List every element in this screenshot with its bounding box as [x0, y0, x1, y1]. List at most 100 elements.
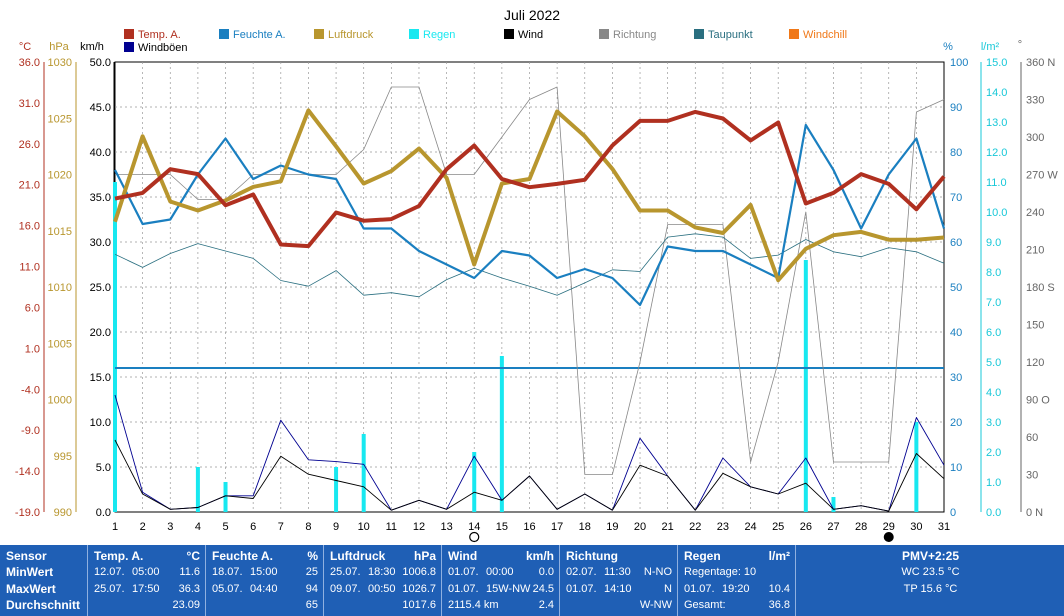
rain-tick-label: 0.0 [986, 507, 1001, 519]
humidity-tick-label: 20 [950, 417, 962, 429]
series-line-feuchte-a [114, 123, 946, 307]
stats-pressure-max-date: 09.07. [330, 583, 361, 595]
speed-unit-label: km/h [80, 41, 104, 53]
pressure-tick-label: 995 [54, 451, 72, 463]
stats-wind-max-dir: 15W-NW [486, 583, 531, 595]
rain-bar [334, 467, 339, 512]
stats-humidity-unit: % [307, 549, 318, 563]
stats-humidity-max-value: 94 [305, 583, 318, 595]
legend-swatch [124, 42, 134, 52]
legend: Temp. A. Feuchte A. Luftdruck Regen Wind Rich… [124, 29, 847, 54]
rain-tick-label: 3.0 [986, 417, 1001, 429]
rain-bar [361, 434, 366, 512]
stats-direction: Richtung 02.07. 11:30 N-NO 01.07. 14:10 N W-… [559, 545, 678, 616]
speed-tick-label: 50.0 [90, 57, 111, 69]
day-tick-label: 3 [167, 521, 173, 533]
stats-direction-max-date: 01.07. [566, 583, 597, 595]
day-tick-label: 26 [800, 521, 812, 533]
stats-temp-avg-value: 23.09 [172, 599, 200, 611]
stats-humidity-max-date: 05.07. [212, 583, 243, 595]
direction-tick-label: 60 [1026, 432, 1038, 444]
day-tick-label: 31 [938, 521, 950, 533]
speed-tick-label: 30.0 [90, 237, 111, 249]
stats-pressure-max-time: 00:50 [368, 583, 396, 595]
pressure-tick-label: 990 [54, 507, 72, 519]
legend-swatch [789, 29, 799, 39]
day-tick-label: 29 [883, 521, 895, 533]
stats-sensor: Sensor MinWert MaxWert Durchschnitt [0, 545, 87, 616]
stats-pmv-tp: TP 15.6 °C [903, 583, 958, 595]
direction-tick-label: 180 S [1026, 282, 1055, 294]
speed-tick-label: 40.0 [90, 147, 111, 159]
day-tick-label: 19 [606, 521, 618, 533]
direction-tick-label: 210 [1026, 245, 1044, 257]
stats-wind-max-value: 24.5 [532, 583, 554, 595]
rain-tick-label: 9.0 [986, 237, 1001, 249]
axis-unit-labels: °C hPa km/h % l/m² ° [19, 39, 1022, 53]
legend-label: Wind [518, 29, 543, 41]
stats-wind-max-date: 01.07. [448, 583, 479, 595]
day-tick-label: 22 [689, 521, 701, 533]
chart-title: Juli 2022 [504, 7, 560, 23]
rain-tick-label: 12.0 [986, 147, 1007, 159]
rain-tick-label: 7.0 [986, 297, 1001, 309]
stats-direction-title: Richtung [566, 549, 618, 563]
day-tick-label: 11 [386, 521, 397, 533]
rain-bar [499, 356, 504, 512]
stats-humidity-title: Feuchte A. [212, 549, 273, 563]
temp-tick-label: -9.0 [21, 425, 40, 437]
temp-tick-label: -14.0 [15, 466, 40, 478]
stats-humidity-avg-value: 65 [305, 599, 318, 611]
legend-swatch [694, 29, 704, 39]
legend-label: Feuchte A. [233, 29, 286, 41]
stats-wind-unit: km/h [525, 549, 554, 563]
stats-temp-min-time: 05:00 [132, 566, 160, 578]
stats-pmv: PMV+2:25 WC 23.5 °C TP 15.6 °C [795, 545, 1064, 616]
pressure-tick-label: 1020 [48, 170, 72, 182]
legend-swatch [219, 29, 229, 39]
legend-swatch [409, 29, 419, 39]
pressure-tick-label: 1000 [48, 395, 72, 407]
temp-tick-label: 11.0 [19, 262, 40, 274]
stats-rain-days: Regentage: 10 [684, 566, 757, 578]
stats-rain-max-value: 10.4 [768, 583, 790, 595]
day-tick-label: 8 [305, 521, 311, 533]
stats-wind-avg-value: 2.4 [538, 599, 554, 611]
speed-tick-label: 20.0 [90, 327, 111, 339]
stats-temp-min-date: 12.07. [94, 566, 125, 578]
day-tick-label: 30 [910, 521, 922, 533]
pressure-tick-label: 1015 [48, 226, 72, 238]
speed-tick-label: 35.0 [90, 192, 111, 204]
grid [114, 61, 945, 513]
day-tick-label: 13 [440, 521, 452, 533]
legend-swatch [124, 29, 134, 39]
stats-pressure-min-date: 25.07. [330, 566, 361, 578]
day-tick-label: 24 [744, 521, 756, 533]
stats-wind-title: Wind [448, 549, 478, 563]
stats-humidity: Feuchte A.% 18.07. 15:00 25 05.07. 04:40 94 … [205, 545, 324, 616]
stats-rain-total-value: 36.8 [768, 599, 790, 611]
stats-temp-min-value: 11.6 [179, 566, 200, 578]
stats-rain-unit: l/m² [768, 549, 790, 563]
day-tick-label: 20 [634, 521, 646, 533]
markers [469, 531, 894, 543]
stats-humidity-min-time: 15:00 [250, 566, 278, 578]
day-tick-label: 5 [222, 521, 228, 533]
legend-swatch [504, 29, 514, 39]
series-line-wind [114, 439, 945, 512]
stats-min-label: MinWert [6, 565, 54, 579]
rain-tick-label: 14.0 [986, 87, 1007, 99]
day-tick-label: 25 [772, 521, 784, 533]
stats-pmv-title: PMV+2:25 [901, 549, 960, 563]
humidity-unit-label: % [943, 41, 953, 53]
stats-avg-label: Durchschnitt [6, 598, 81, 612]
pressure-tick-label: 1005 [48, 338, 72, 350]
humidity-tick-label: 60 [950, 237, 962, 249]
direction-tick-label: 150 [1026, 320, 1044, 332]
humidity-tick-label: 70 [950, 192, 962, 204]
stats-wind-min-time: 00:00 [486, 566, 514, 578]
pressure-unit-label: hPa [49, 41, 69, 53]
speed-tick-label: 0.0 [96, 507, 111, 519]
stats-sensor-title: Sensor [6, 549, 47, 563]
rain-bar [472, 452, 477, 512]
